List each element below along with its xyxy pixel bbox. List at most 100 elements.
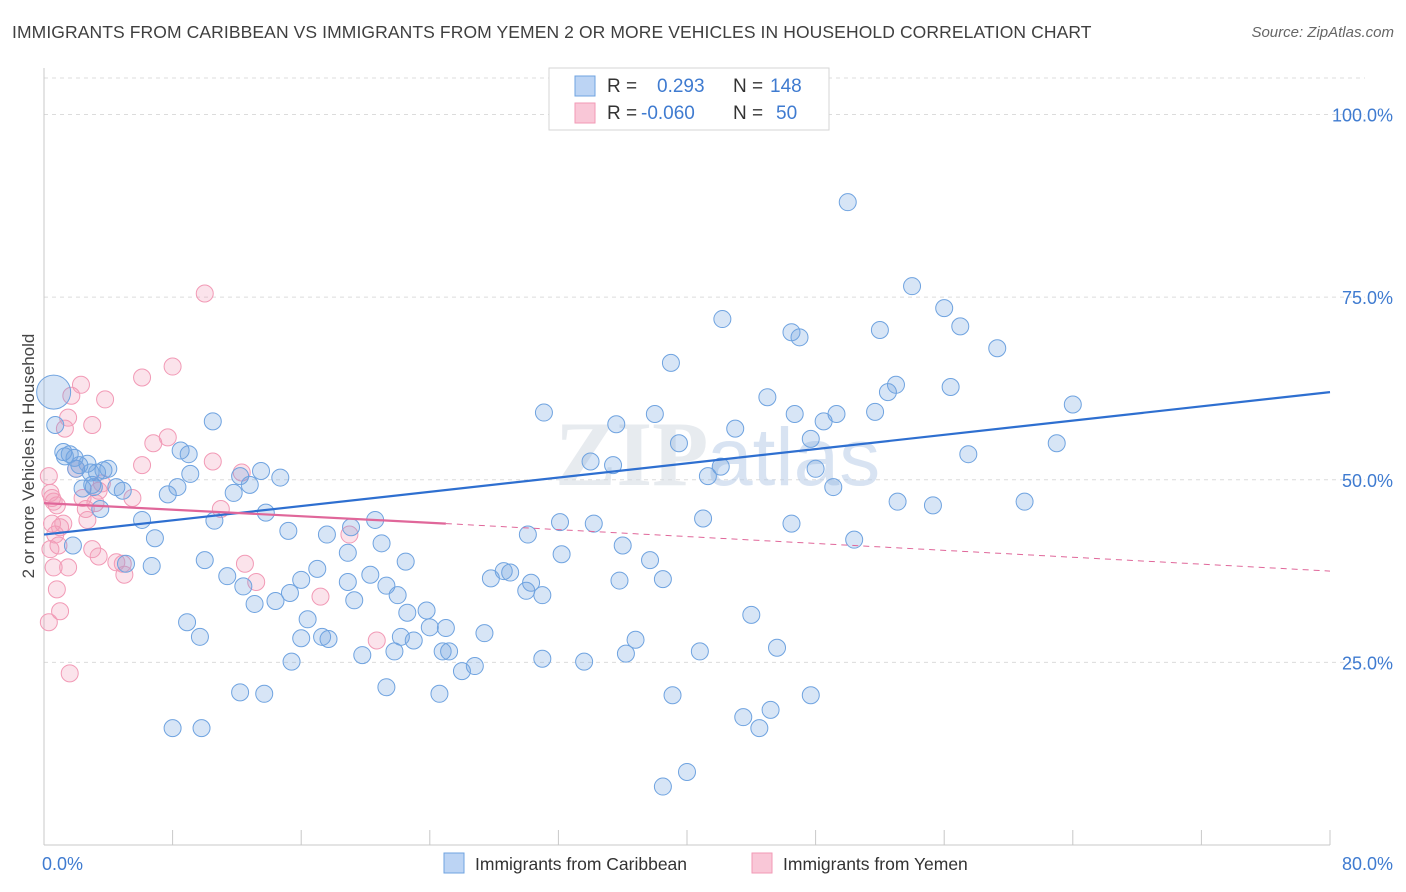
data-point-yemen [133,456,152,475]
data-point-caribbean [133,510,152,529]
x-tick-labels: 0.0% 80.0% [42,854,1393,874]
data-point-caribbean [99,459,118,478]
data-point-caribbean [345,591,364,610]
data-point-caribbean [46,415,65,434]
data-point-caribbean [814,412,833,431]
data-point-caribbean [245,594,264,613]
data-point-yemen [51,602,70,621]
data-point-caribbean [903,277,922,296]
data-point-yemen [367,631,386,650]
data-point-caribbean [663,686,682,705]
legend-n-label-yemen: N = [733,103,763,124]
data-point-caribbean [678,762,696,781]
data-point-yemen [47,580,66,599]
data-point-caribbean [552,545,571,564]
data-point-caribbean [142,556,161,575]
data-point-caribbean [886,375,905,394]
data-point-caribbean [768,638,787,657]
data-point-caribbean [179,445,198,464]
data-point-caribbean [308,559,327,578]
data-point-caribbean [1015,492,1034,511]
data-point-yemen [235,554,254,573]
bottom-legend-swatch-yemen [751,852,773,874]
data-point-caribbean [758,388,777,407]
bottom-legend-yemen: Immigrants from Yemen [783,854,968,874]
data-point-caribbean [116,554,135,573]
data-point-yemen [133,368,152,387]
data-point-caribbean [575,652,594,671]
data-point-caribbean [785,405,804,424]
gridlines [44,77,1365,663]
data-point-caribbean [935,299,954,318]
data-point-caribbean [256,503,275,522]
legend-r-label-caribbean: R = [607,76,637,97]
data-point-caribbean [494,562,513,581]
series-yemen-points [39,284,386,683]
data-point-caribbean [533,586,552,605]
data-point-caribbean [501,563,520,582]
trend-line-yemen [43,502,446,525]
data-point-caribbean [113,481,132,500]
data-point-caribbean [145,529,164,548]
correlation-legend: R = 0.293 N = 148 R = -0.060 N = 50 [548,67,830,131]
data-point-caribbean [866,402,885,421]
data-point-caribbean [951,317,970,336]
data-point-caribbean [342,518,361,537]
data-point-caribbean [711,457,730,476]
trend-line-yemen-extension [445,523,1331,572]
data-point-yemen [96,390,115,409]
data-point-yemen [59,558,78,577]
watermark-zip: ZIP [555,403,708,505]
data-point-caribbean [255,684,274,703]
data-point-caribbean [338,573,357,592]
data-point-caribbean [282,652,301,671]
data-point-caribbean [645,405,664,424]
data-point-caribbean [941,377,960,396]
data-point-caribbean [436,619,455,638]
data-point-caribbean [653,777,672,796]
data-point-caribbean [551,513,570,532]
data-point-yemen [83,540,102,559]
data-point-caribbean [870,321,889,340]
data-point-caribbean [36,374,72,410]
data-point-caribbean [404,631,423,650]
data-point-caribbean [690,642,709,661]
watermark: ZIP atlas [555,403,880,505]
data-point-caribbean [669,434,688,453]
data-point-caribbean [178,613,197,632]
data-point-caribbean [234,577,253,596]
data-point-caribbean [417,601,436,620]
legend-swatch-caribbean [574,75,596,97]
data-point-caribbean [959,445,978,464]
data-point-caribbean [923,496,942,515]
data-point-caribbean [761,700,780,719]
data-point-yemen [41,540,60,559]
bottom-legend-swatch-caribbean [443,852,465,874]
data-point-caribbean [626,630,645,649]
data-point-caribbean [190,627,209,646]
data-point-caribbean [533,649,552,668]
source-credit: Source: ZipAtlas.com [1251,24,1394,41]
data-point-yemen [89,547,108,566]
y-tick-label: 75.0% [1342,288,1393,308]
data-point-caribbean [750,719,769,738]
data-point-caribbean [534,403,553,422]
data-point-caribbean [694,509,713,528]
data-point-caribbean [430,684,449,703]
data-point-caribbean [266,592,285,611]
data-point-yemen [195,284,214,303]
data-point-yemen [340,525,359,544]
data-point-caribbean [55,447,74,466]
legend-n-label-caribbean: N = [733,76,763,97]
data-point-caribbean [73,479,92,498]
data-point-caribbean [517,581,536,600]
bottom-legend-caribbean: Immigrants from Caribbean [475,854,687,874]
data-point-caribbean [292,570,311,589]
data-point-caribbean [616,644,635,663]
data-point-caribbean [240,475,259,494]
data-point-caribbean [298,610,317,629]
trend-lines [43,391,1331,572]
data-point-caribbean [1063,395,1082,414]
data-point-caribbean [581,452,600,471]
data-point-caribbean [518,525,537,544]
